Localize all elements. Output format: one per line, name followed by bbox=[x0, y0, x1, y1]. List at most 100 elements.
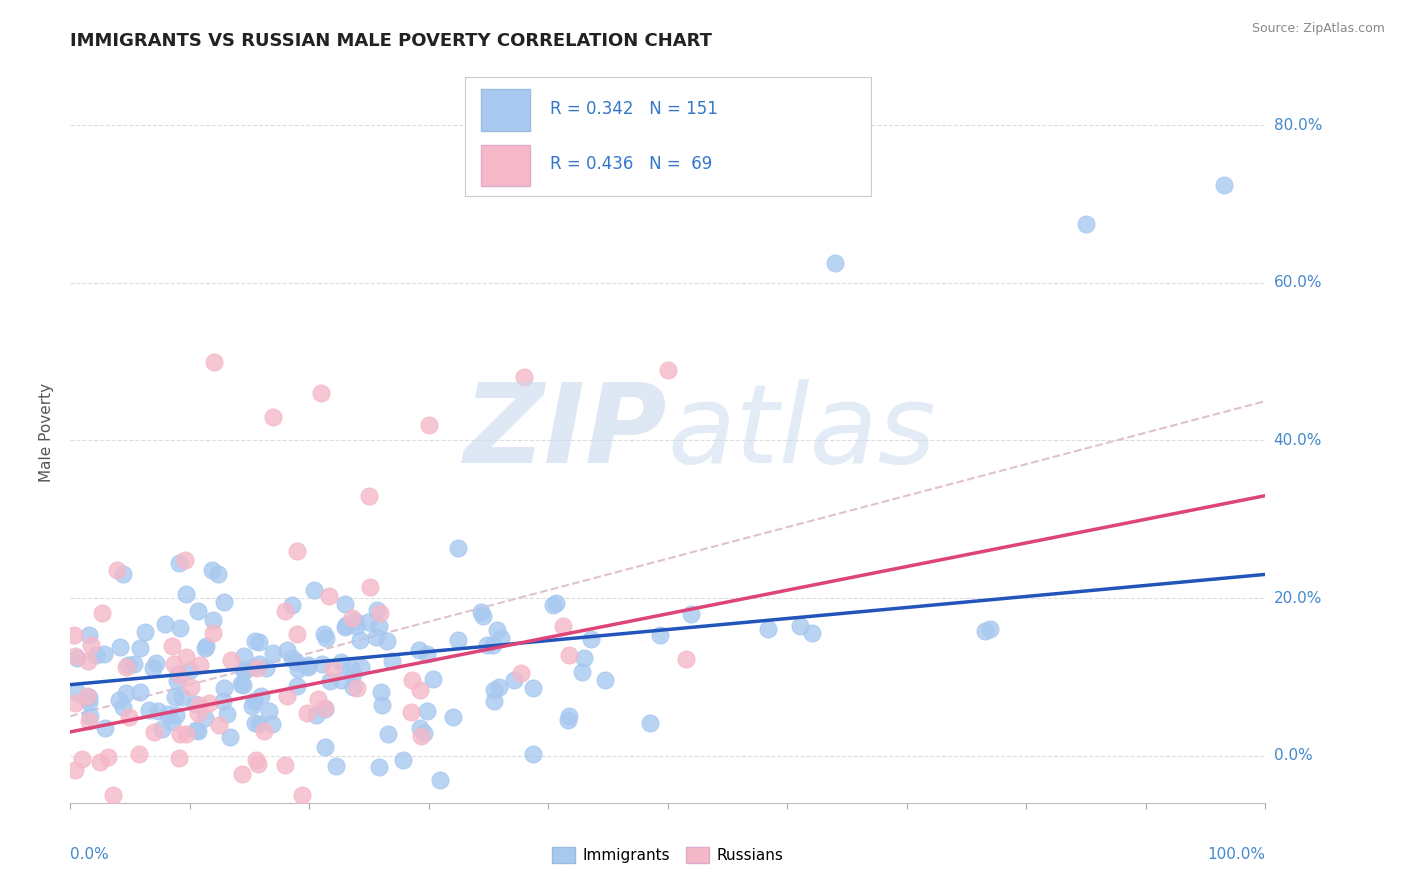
Point bbox=[208, 718, 231, 732]
Point bbox=[447, 541, 470, 555]
Point bbox=[291, 788, 314, 802]
Point bbox=[63, 627, 86, 641]
Point bbox=[165, 690, 187, 705]
Point bbox=[163, 657, 186, 671]
Point bbox=[349, 633, 371, 648]
Point bbox=[63, 697, 86, 711]
Point bbox=[482, 683, 505, 698]
Point bbox=[304, 582, 326, 597]
Point bbox=[346, 681, 368, 696]
Point bbox=[484, 694, 506, 708]
Point bbox=[169, 726, 191, 740]
Point bbox=[447, 633, 470, 648]
Text: 40.0%: 40.0% bbox=[1274, 433, 1322, 448]
Point bbox=[253, 724, 276, 739]
Point bbox=[513, 370, 536, 384]
Point bbox=[974, 624, 997, 639]
Point bbox=[295, 706, 318, 720]
Point bbox=[174, 587, 197, 601]
Point bbox=[128, 747, 150, 761]
Point bbox=[650, 628, 672, 642]
Point bbox=[359, 489, 381, 503]
Point bbox=[186, 723, 208, 737]
Point bbox=[280, 598, 302, 612]
Y-axis label: Male Poverty: Male Poverty bbox=[39, 383, 55, 483]
Point bbox=[368, 618, 391, 632]
Point bbox=[409, 683, 432, 698]
Point bbox=[1076, 217, 1098, 231]
Point bbox=[285, 656, 308, 670]
Point bbox=[101, 788, 124, 802]
Point bbox=[368, 759, 391, 773]
Point bbox=[77, 690, 100, 705]
Point bbox=[342, 667, 364, 681]
Point bbox=[297, 660, 319, 674]
Point bbox=[408, 721, 430, 735]
Point bbox=[485, 624, 508, 638]
Point bbox=[593, 673, 616, 687]
Point bbox=[375, 633, 398, 648]
Point bbox=[824, 256, 846, 270]
Point bbox=[180, 680, 202, 694]
Point bbox=[381, 655, 404, 669]
Point bbox=[249, 689, 271, 703]
Point bbox=[63, 763, 86, 777]
Point bbox=[522, 681, 544, 696]
Point bbox=[111, 700, 134, 714]
Point bbox=[416, 647, 439, 661]
Point bbox=[160, 714, 183, 729]
Point bbox=[93, 647, 115, 661]
Point bbox=[153, 617, 176, 632]
Point bbox=[94, 721, 117, 735]
Point bbox=[201, 564, 224, 578]
Point bbox=[79, 709, 101, 723]
Point bbox=[509, 666, 531, 681]
Point bbox=[257, 704, 280, 718]
Point bbox=[756, 622, 779, 636]
Point bbox=[287, 543, 309, 558]
Point bbox=[281, 651, 304, 665]
Text: 0.0%: 0.0% bbox=[70, 847, 110, 863]
Text: 80.0%: 80.0% bbox=[1274, 118, 1322, 133]
Point bbox=[167, 750, 190, 764]
Text: 60.0%: 60.0% bbox=[1274, 276, 1322, 291]
Point bbox=[558, 648, 581, 662]
Point bbox=[66, 651, 89, 665]
Point bbox=[422, 672, 444, 686]
Point bbox=[322, 662, 344, 676]
Point bbox=[117, 657, 139, 672]
Point bbox=[150, 722, 173, 736]
Point bbox=[240, 699, 263, 714]
Point bbox=[429, 772, 451, 787]
Point bbox=[212, 693, 235, 707]
Point bbox=[340, 611, 363, 625]
Point bbox=[122, 657, 145, 672]
Point bbox=[297, 657, 319, 672]
Point bbox=[142, 661, 165, 675]
Point bbox=[217, 706, 239, 721]
Point bbox=[366, 603, 388, 617]
Point bbox=[212, 595, 235, 609]
Point bbox=[1212, 178, 1234, 192]
Point bbox=[212, 681, 235, 695]
Point bbox=[254, 661, 277, 675]
Point bbox=[243, 715, 266, 730]
Point bbox=[329, 656, 352, 670]
Point bbox=[63, 648, 86, 663]
Point bbox=[675, 652, 697, 666]
Point bbox=[657, 362, 679, 376]
Text: IMMIGRANTS VS RUSSIAN MALE POVERTY CORRELATION CHART: IMMIGRANTS VS RUSSIAN MALE POVERTY CORRE… bbox=[70, 32, 713, 50]
Point bbox=[247, 716, 270, 731]
Point bbox=[202, 626, 225, 640]
Point bbox=[108, 640, 131, 654]
Point bbox=[343, 615, 366, 629]
Point bbox=[245, 754, 267, 768]
Point bbox=[285, 680, 308, 694]
Text: Source: ZipAtlas.com: Source: ZipAtlas.com bbox=[1251, 22, 1385, 36]
Point bbox=[202, 355, 225, 369]
Point bbox=[174, 649, 197, 664]
Point bbox=[229, 677, 252, 691]
Point bbox=[477, 638, 499, 652]
Point bbox=[315, 631, 337, 645]
Point bbox=[350, 660, 373, 674]
